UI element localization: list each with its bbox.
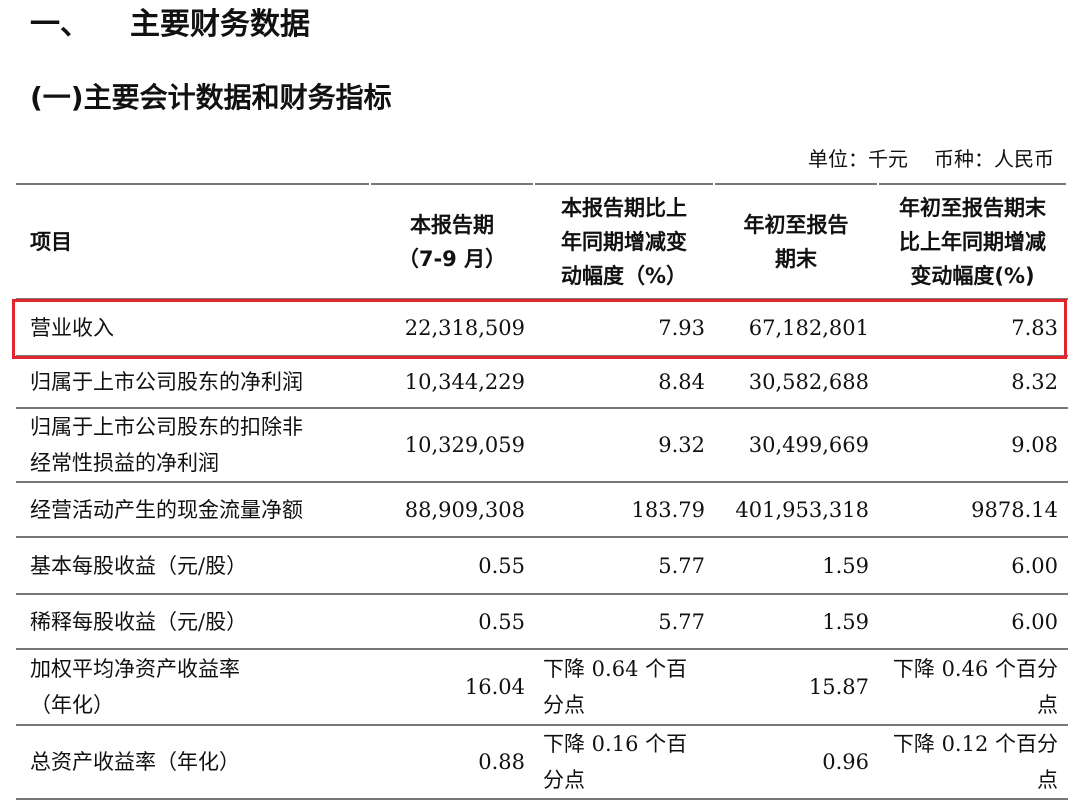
table-row: 归属于上市公司股东的扣除非 经常性损益的净利润 10,329,059 9.32 3… xyxy=(16,407,1068,483)
row-label: 基本每股收益（元/股） xyxy=(16,536,371,595)
cell-ytd: 1.59 xyxy=(713,536,879,595)
cell-ytd-change: 9.08 xyxy=(877,407,1068,483)
row-label: 稀释每股收益（元/股） xyxy=(16,593,371,650)
table-row: 归属于上市公司股东的净利润 10,344,229 8.84 30,582,688… xyxy=(16,355,1068,409)
cell-ytd: 1.59 xyxy=(713,593,879,650)
section-number: 一、 xyxy=(30,7,90,42)
cell-ytd-change: 6.00 xyxy=(877,536,1068,595)
table-row: 加权平均净资产收益率 （年化） 16.04 下降 0.64 个百 分点 15.87 … xyxy=(16,648,1068,726)
cell-ytd: 0.96 xyxy=(713,724,879,800)
cell-ytd-change: 下降 0.46 个百分点 xyxy=(877,648,1068,726)
table-row: 经营活动产生的现金流量净额 88,909,308 183.79 401,953,… xyxy=(16,481,1068,538)
cell-q3-change: 5.77 xyxy=(533,536,715,595)
row-label: 营业收入 xyxy=(16,298,371,357)
cell-ytd: 15.87 xyxy=(713,648,879,726)
cell-ytd-change: 7.83 xyxy=(877,298,1068,357)
subsection-heading: (一)主要会计数据和财务指标 xyxy=(30,81,392,114)
cell-q3: 0.88 xyxy=(369,724,535,800)
currency-label: 币种：人民币 xyxy=(934,147,1054,171)
table-row: 营业收入 22,318,509 7.93 67,182,801 7.83 xyxy=(16,298,1068,357)
cell-q3: 10,344,229 xyxy=(369,355,535,409)
cell-q3: 22,318,509 xyxy=(369,298,535,357)
cell-ytd-change: 下降 0.12 个百分点 xyxy=(877,724,1068,800)
row-label: 总资产收益率（年化） xyxy=(16,724,371,800)
header-q3-change: 本报告期比上 年同期增减变 动幅度（%） xyxy=(533,183,715,300)
cell-q3-change: 7.93 xyxy=(533,298,715,357)
cell-q3: 0.55 xyxy=(369,536,535,595)
table-header-row: 项目 本报告期 （7-9 月） 本报告期比上 年同期增减变 动幅度（%） 年初至… xyxy=(16,183,1068,300)
header-ytd: 年初至报告 期末 xyxy=(713,183,879,300)
section-title: 主要财务数据 xyxy=(130,7,310,42)
row-label: 经营活动产生的现金流量净额 xyxy=(16,481,371,538)
cell-q3-change: 9.32 xyxy=(533,407,715,483)
header-ytd-change: 年初至报告期末 比上年同期增减 变动幅度(%) xyxy=(877,183,1068,300)
cell-q3: 0.55 xyxy=(369,593,535,650)
cell-ytd-change: 6.00 xyxy=(877,593,1068,650)
cell-ytd: 67,182,801 xyxy=(713,298,879,357)
header-q3: 本报告期 （7-9 月） xyxy=(369,183,535,300)
row-label: 归属于上市公司股东的净利润 xyxy=(16,355,371,409)
cell-q3-change: 183.79 xyxy=(533,481,715,538)
cell-ytd-change: 8.32 xyxy=(877,355,1068,409)
section-heading: 一、 主要财务数据 xyxy=(30,2,310,48)
cell-ytd: 30,582,688 xyxy=(713,355,879,409)
financial-data-table: 项目 本报告期 （7-9 月） 本报告期比上 年同期增减变 动幅度（%） 年初至… xyxy=(16,183,1068,800)
cell-q3-change: 下降 0.64 个百 分点 xyxy=(533,648,715,726)
cell-ytd-change: 9878.14 xyxy=(877,481,1068,538)
row-label: 加权平均净资产收益率 （年化） xyxy=(16,648,371,726)
cell-q3-change: 5.77 xyxy=(533,593,715,650)
cell-q3: 10,329,059 xyxy=(369,407,535,483)
unit-note: 单位：千元 币种：人民币 xyxy=(808,144,1054,174)
cell-q3: 88,909,308 xyxy=(369,481,535,538)
unit-label: 单位：千元 xyxy=(808,147,908,171)
table-row: 基本每股收益（元/股） 0.55 5.77 1.59 6.00 xyxy=(16,536,1068,595)
cell-q3-change: 8.84 xyxy=(533,355,715,409)
table-row: 总资产收益率（年化） 0.88 下降 0.16 个百 分点 0.96 下降 0.1… xyxy=(16,724,1068,800)
row-label: 归属于上市公司股东的扣除非 经常性损益的净利润 xyxy=(16,407,371,483)
cell-ytd: 30,499,669 xyxy=(713,407,879,483)
cell-q3: 16.04 xyxy=(369,648,535,726)
header-item: 项目 xyxy=(16,183,371,300)
cell-ytd: 401,953,318 xyxy=(713,481,879,538)
table-row: 稀释每股收益（元/股） 0.55 5.77 1.59 6.00 xyxy=(16,593,1068,650)
cell-q3-change: 下降 0.16 个百 分点 xyxy=(533,724,715,800)
